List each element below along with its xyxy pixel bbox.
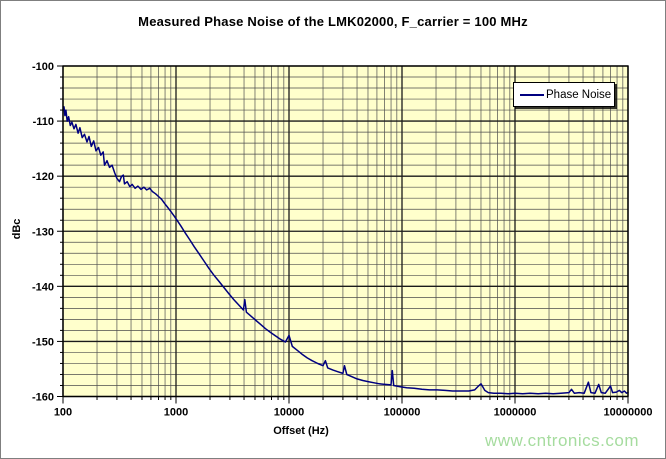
axis-ticks [57, 65, 629, 404]
y-tick-label: -140 [32, 281, 54, 293]
x-tick-label: 100000 [384, 407, 421, 419]
y-tick-label: -160 [32, 392, 54, 404]
x-axis-title: Offset (Hz) [273, 425, 329, 437]
x-tick-label: 10000000 [604, 407, 653, 419]
chart-title: Measured Phase Noise of the LMK02000, F_… [138, 14, 528, 29]
y-tick-label: -100 [32, 61, 54, 73]
y-axis-title: dBc [11, 218, 23, 240]
legend-label: Phase Noise [546, 88, 612, 101]
phase-noise-line [62, 106, 629, 395]
y-tick-label: -120 [32, 171, 54, 183]
y-tick-label: -130 [32, 226, 54, 238]
x-tick-label: 1000000 [494, 407, 537, 419]
x-tick-label: 1000 [164, 407, 188, 419]
x-tick-label: 100 [54, 407, 72, 419]
y-tick-label: -150 [32, 336, 54, 348]
x-tick-label: 10000 [274, 407, 305, 419]
legend-line-sample-icon [520, 93, 544, 96]
y-tick-label: -110 [33, 116, 54, 128]
watermark: www.cntronics.com [485, 431, 639, 450]
legend: Phase Noise [513, 82, 615, 107]
